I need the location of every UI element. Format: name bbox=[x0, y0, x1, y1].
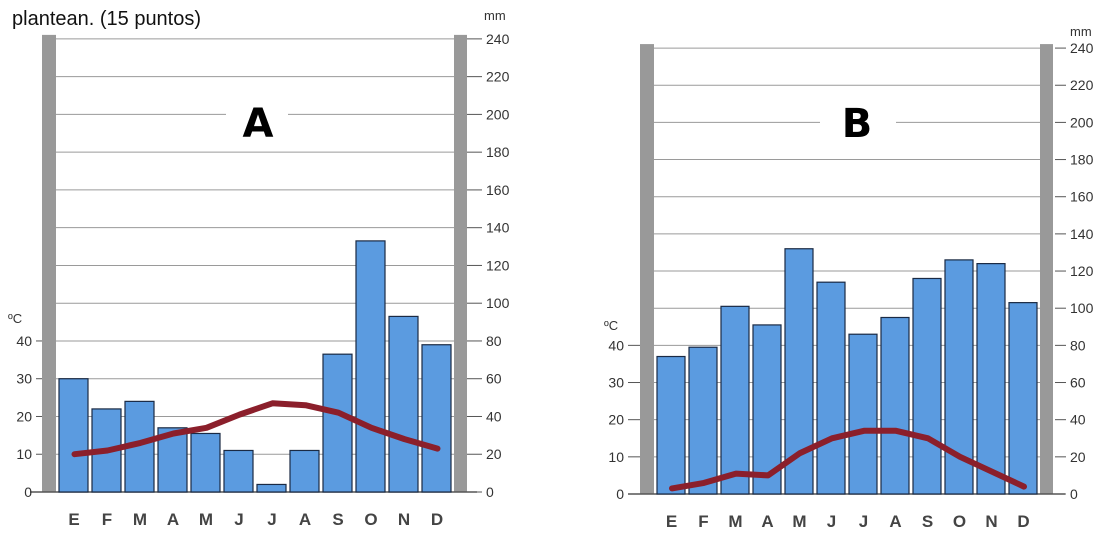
right-tick-label: 80 bbox=[1070, 337, 1086, 353]
left-tick-label: 0 bbox=[24, 484, 32, 500]
precipitation-bar bbox=[720, 305, 750, 495]
month-label: A bbox=[761, 512, 774, 531]
left-tick-label: 10 bbox=[16, 446, 32, 462]
precipitation-bar bbox=[289, 449, 320, 493]
month-label: S bbox=[332, 510, 344, 529]
right-tick-label: 220 bbox=[486, 69, 510, 85]
month-label: J bbox=[234, 510, 244, 529]
right-tick-label: 60 bbox=[1070, 375, 1086, 391]
month-label: O bbox=[364, 510, 378, 529]
right-tick-label: 140 bbox=[486, 220, 510, 236]
left-tick-label: 0 bbox=[616, 486, 624, 502]
month-label: A bbox=[299, 510, 312, 529]
month-label: M bbox=[199, 510, 214, 529]
right-tick-label: 180 bbox=[486, 144, 510, 160]
month-label: F bbox=[698, 512, 709, 531]
right-tick-label: 240 bbox=[1070, 40, 1094, 56]
left-tick-label: 30 bbox=[16, 371, 32, 387]
caption: plantean. (15 puntos) bbox=[12, 8, 202, 30]
right-tick-label: 200 bbox=[486, 106, 510, 122]
month-label: F bbox=[102, 510, 113, 529]
left-pillar bbox=[640, 44, 654, 495]
left-axis-label: ºC bbox=[604, 318, 618, 333]
title-box bbox=[226, 95, 288, 147]
precipitation-bar bbox=[421, 344, 452, 493]
chart-title: A bbox=[243, 101, 274, 147]
right-tick-label: 100 bbox=[1070, 300, 1094, 316]
right-tick-label: 80 bbox=[486, 333, 502, 349]
precipitation-bar bbox=[976, 263, 1006, 495]
month-label: E bbox=[666, 512, 678, 531]
precipitation-bar bbox=[688, 346, 718, 495]
precipitation-bar bbox=[912, 277, 942, 495]
month-label: M bbox=[728, 512, 743, 531]
right-tick-label: 240 bbox=[486, 31, 510, 47]
month-label: O bbox=[953, 512, 967, 531]
month-label: E bbox=[68, 510, 80, 529]
month-label: N bbox=[398, 510, 411, 529]
right-axis-label: mm bbox=[484, 8, 506, 23]
month-label: D bbox=[431, 510, 444, 529]
month-label: J bbox=[267, 510, 277, 529]
left-tick-label: 30 bbox=[608, 375, 624, 391]
precipitation-bar bbox=[190, 432, 221, 493]
right-pillar bbox=[454, 34, 467, 492]
right-tick-label: 180 bbox=[1070, 152, 1094, 168]
month-label: A bbox=[167, 510, 180, 529]
title-box bbox=[820, 96, 896, 148]
month-label: N bbox=[985, 512, 998, 531]
month-label: D bbox=[1017, 512, 1030, 531]
right-tick-label: 120 bbox=[486, 257, 510, 273]
precipitation-bar bbox=[656, 355, 686, 495]
temperature-line bbox=[71, 400, 441, 458]
month-label: M bbox=[133, 510, 148, 529]
right-tick-label: 160 bbox=[486, 182, 510, 198]
right-tick-label: 120 bbox=[1070, 263, 1094, 279]
right-tick-label: 160 bbox=[1070, 189, 1094, 205]
left-tick-label: 40 bbox=[608, 337, 624, 353]
month-label: A bbox=[889, 512, 902, 531]
right-tick-label: 140 bbox=[1070, 226, 1094, 242]
precipitation-bar bbox=[1008, 302, 1038, 495]
left-tick-label: 10 bbox=[608, 449, 624, 465]
left-axis-label: ºC bbox=[8, 311, 22, 326]
right-tick-label: 200 bbox=[1070, 114, 1094, 130]
precipitation-bar bbox=[355, 240, 386, 493]
month-label: J bbox=[827, 512, 837, 531]
precipitation-bar bbox=[880, 316, 910, 495]
right-tick-label: 60 bbox=[486, 371, 502, 387]
precipitation-bar bbox=[752, 324, 782, 495]
right-tick-label: 40 bbox=[486, 408, 502, 424]
left-tick-label: 40 bbox=[16, 333, 32, 349]
right-tick-label: 0 bbox=[486, 484, 494, 500]
chart-title: B bbox=[842, 101, 873, 147]
right-tick-label: 220 bbox=[1070, 77, 1094, 93]
precipitation-bar bbox=[223, 449, 254, 493]
right-tick-label: 20 bbox=[1070, 449, 1086, 465]
right-pillar bbox=[1040, 44, 1053, 495]
left-pillar bbox=[42, 34, 56, 492]
right-tick-label: 100 bbox=[486, 295, 510, 311]
month-label: S bbox=[922, 512, 934, 531]
precipitation-bar bbox=[816, 281, 846, 495]
precipitation-bar bbox=[848, 333, 878, 495]
precipitation-bar bbox=[388, 315, 419, 493]
month-label: M bbox=[792, 512, 807, 531]
temperature-line bbox=[669, 427, 1027, 492]
right-axis-label: mm bbox=[1070, 24, 1092, 39]
precipitation-bar bbox=[256, 483, 287, 493]
right-tick-label: 0 bbox=[1070, 486, 1078, 502]
right-tick-label: 20 bbox=[486, 446, 502, 462]
month-label: J bbox=[859, 512, 869, 531]
left-tick-label: 20 bbox=[16, 408, 32, 424]
left-tick-label: 20 bbox=[608, 412, 624, 428]
right-tick-label: 40 bbox=[1070, 412, 1086, 428]
precipitation-bar bbox=[322, 353, 353, 493]
precipitation-bar bbox=[58, 378, 89, 493]
